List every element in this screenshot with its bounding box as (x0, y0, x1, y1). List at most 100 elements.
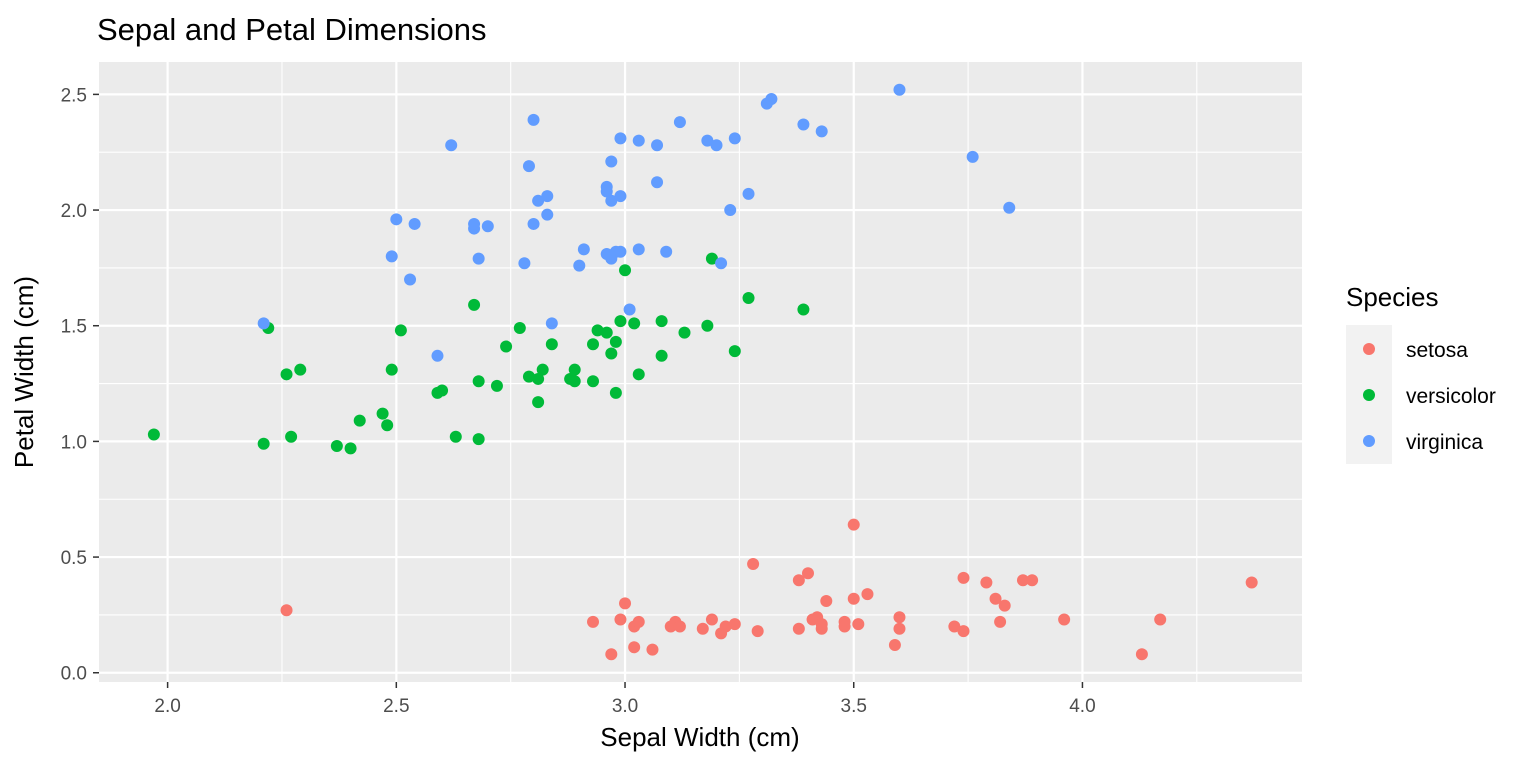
y-tick-label: 0.0 (61, 664, 87, 685)
x-tick-label: 2.5 (383, 696, 409, 717)
virginica-point (573, 259, 586, 272)
versicolor-point (147, 428, 160, 441)
virginica-point (797, 118, 810, 131)
versicolor-point (436, 384, 449, 397)
setosa-point (728, 618, 741, 631)
versicolor-point (655, 349, 668, 362)
versicolor-point (609, 335, 622, 348)
versicolor-point (614, 315, 627, 328)
virginica-point (710, 139, 723, 152)
legend-label-virginica: virginica (1406, 431, 1483, 454)
setosa-point (280, 604, 293, 617)
setosa-point (998, 599, 1011, 612)
setosa-point (1058, 613, 1071, 626)
setosa-point (605, 648, 618, 661)
setosa-point (820, 595, 833, 608)
versicolor-point (353, 414, 366, 427)
legend: Species setosa versicolor virginica (1346, 282, 1496, 464)
virginica-point (385, 250, 398, 263)
virginica-point (614, 245, 627, 258)
virginica-point (728, 132, 741, 145)
y-tick-label: 1.5 (61, 317, 87, 338)
versicolor-point (449, 430, 462, 443)
x-tick-label: 3.0 (612, 696, 638, 717)
x-tick-label: 4.0 (1069, 696, 1095, 717)
virginica-point (445, 139, 458, 152)
setosa-point (792, 622, 805, 635)
setosa-point (1135, 648, 1148, 661)
virginica-point (472, 252, 485, 265)
virginica-point (614, 190, 627, 203)
versicolor-point (600, 326, 613, 339)
x-tick-label: 3.5 (841, 696, 867, 717)
versicolor-point (285, 430, 298, 443)
setosa-point (957, 625, 970, 638)
versicolor-point (472, 375, 485, 388)
chart-title: Sepal and Petal Dimensions (97, 12, 486, 47)
virginica-point (527, 217, 540, 230)
y-tick-label: 2.5 (61, 85, 87, 106)
virginica-point (431, 349, 444, 362)
virginica-point (541, 190, 554, 203)
versicolor-point (568, 363, 581, 376)
setosa-point (1245, 576, 1258, 589)
virginica-point (468, 217, 481, 230)
plot-panel (99, 62, 1302, 682)
versicolor-point (522, 370, 535, 383)
virginica-point (765, 93, 778, 106)
versicolor-point (742, 291, 755, 304)
virginica-point (701, 134, 714, 147)
versicolor-point (568, 375, 581, 388)
virginica-point (408, 217, 421, 230)
setosa-point (861, 588, 874, 601)
versicolor-point (513, 322, 526, 335)
setosa-point (893, 622, 906, 635)
setosa-point (893, 611, 906, 624)
setosa-point (614, 613, 627, 626)
versicolor-point (468, 298, 481, 311)
data-points (147, 83, 1258, 661)
versicolor-point (280, 368, 293, 381)
virginica-point (605, 155, 618, 168)
virginica-point (632, 243, 645, 256)
versicolor-point (532, 372, 545, 385)
versicolor-point (619, 264, 632, 277)
setosa-point (989, 592, 1002, 605)
versicolor-point (587, 375, 600, 388)
versicolor-point (605, 347, 618, 360)
setosa-point (847, 592, 860, 605)
versicolor-point (330, 440, 343, 453)
setosa-point (1016, 574, 1029, 587)
virginica-point (527, 113, 540, 126)
virginica-point (257, 317, 270, 330)
virginica-point (623, 303, 636, 316)
versicolor-point (394, 324, 407, 337)
setosa-point (852, 618, 865, 631)
setosa-point (673, 620, 686, 633)
legend-key-virginica (1363, 435, 1375, 447)
legend-key-setosa (1363, 343, 1375, 355)
setosa-point (957, 571, 970, 584)
virginica-point (651, 139, 664, 152)
legend-label-versicolor: versicolor (1406, 385, 1496, 408)
y-tick-label: 0.5 (61, 548, 87, 569)
setosa-point (747, 558, 760, 571)
versicolor-point (728, 345, 741, 358)
setosa-point (980, 576, 993, 589)
x-tick-label: 2.0 (154, 696, 180, 717)
versicolor-point (385, 363, 398, 376)
setosa-point (719, 620, 732, 633)
virginica-point (518, 257, 531, 270)
virginica-point (390, 213, 403, 226)
virginica-point (742, 187, 755, 200)
virginica-point (541, 208, 554, 221)
virginica-point (893, 83, 906, 96)
y-axis: 0.0 0.5 1.0 1.5 2.0 2.5 (61, 85, 99, 685)
setosa-point (847, 518, 860, 531)
y-tick-label: 1.0 (61, 432, 87, 453)
versicolor-point (701, 319, 714, 332)
virginica-point (815, 125, 828, 138)
legend-label-setosa: setosa (1406, 339, 1468, 362)
legend-key-versicolor (1363, 389, 1375, 401)
